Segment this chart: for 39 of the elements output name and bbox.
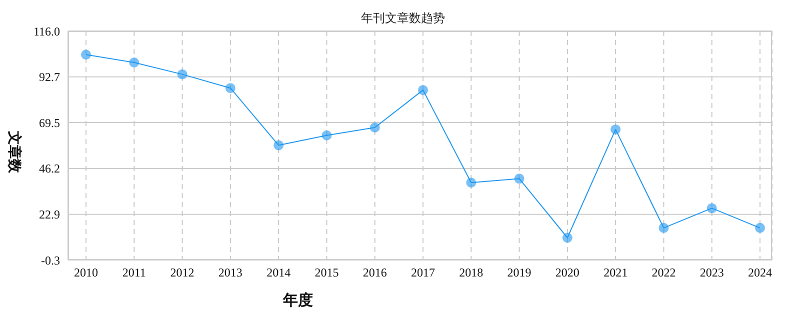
point	[129, 58, 140, 68]
x-tick-label: 2017	[411, 266, 435, 280]
point	[370, 122, 380, 132]
y-tick-label: 22.9	[39, 208, 60, 222]
point	[658, 222, 669, 233]
y-tick-label: 69.5	[39, 116, 60, 130]
x-axis-title: 年度	[282, 291, 314, 310]
y-axis-title: 文章数	[5, 130, 23, 175]
point	[706, 203, 717, 214]
point	[322, 130, 332, 140]
y-tick-label: 92.7	[39, 70, 60, 84]
point	[418, 85, 428, 96]
x-tick-label: 2015	[314, 266, 339, 280]
point	[514, 174, 524, 184]
x-tick-label: 2024	[748, 266, 772, 280]
x-tick-label: 2011	[122, 266, 146, 280]
point	[755, 222, 765, 233]
x-tick-label: 2022	[652, 266, 676, 280]
x-tick-label: 2016	[362, 266, 387, 280]
point	[610, 124, 621, 134]
point	[177, 69, 188, 80]
x-tick-label: 2019	[507, 266, 532, 280]
x-tick-label: 2012	[170, 266, 194, 280]
point	[81, 50, 91, 60]
y-tick-label: 116.0	[33, 24, 60, 38]
point	[225, 83, 236, 94]
x-tick-label: 2018	[459, 266, 484, 280]
x-tick-label: 2010	[74, 266, 98, 280]
x-tick-label: 2020	[555, 266, 580, 280]
point	[274, 140, 284, 150]
x-tick-label: 2014	[266, 266, 291, 280]
point	[466, 178, 476, 188]
x-tick-label: 2023	[700, 266, 724, 280]
point	[562, 232, 572, 243]
y-tick-label: 46.2	[39, 162, 60, 176]
x-tick-label: 2021	[604, 266, 628, 280]
y-tick-label: -0.3	[41, 253, 60, 268]
x-tick-label: 2013	[218, 266, 242, 280]
chart-title: 年刊文章数趋势	[361, 11, 445, 25]
